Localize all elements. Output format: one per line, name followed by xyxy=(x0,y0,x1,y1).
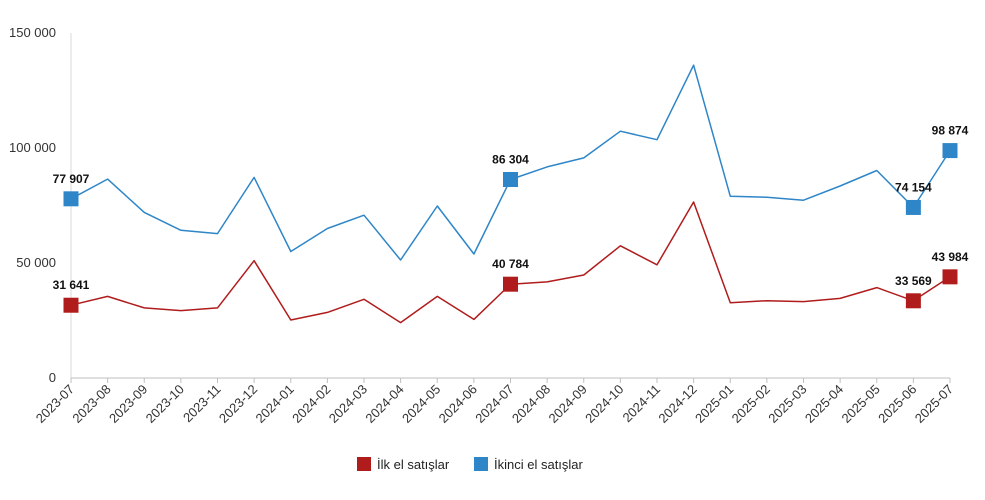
x-tick-label: 2024-08 xyxy=(509,382,553,426)
x-tick-label: 2024-07 xyxy=(472,382,516,426)
series-0-marker xyxy=(503,276,518,292)
legend: İlk el satışlar İkinci el satışlar xyxy=(357,457,584,472)
legend-swatch-1 xyxy=(474,457,488,471)
y-axis: 0 50 000 100 000 150 000 xyxy=(9,25,72,385)
x-tick-label: 2025-03 xyxy=(765,382,809,426)
series-0-marker xyxy=(63,297,79,313)
x-tick-label: 2025-06 xyxy=(875,382,919,426)
series-1-data-label: 74 154 xyxy=(895,180,932,194)
x-tick-label: 2024-12 xyxy=(655,382,699,426)
series-0-data-label: 33 569 xyxy=(895,274,932,288)
legend-label-0: İlk el satışlar xyxy=(377,457,450,472)
x-tick-label: 2023-10 xyxy=(143,382,187,426)
x-tick-label: 2024-02 xyxy=(289,382,333,426)
x-tick-label: 2024-10 xyxy=(582,382,626,426)
series-1-marker xyxy=(905,199,921,215)
series-1-data-label: 86 304 xyxy=(492,153,529,167)
series-1-marker xyxy=(942,143,958,159)
x-tick-label: 2023-09 xyxy=(106,382,150,426)
y-tick-label: 50 000 xyxy=(16,255,56,270)
series-0-data-label: 40 784 xyxy=(492,257,529,271)
x-tick-label: 2023-12 xyxy=(216,382,260,426)
legend-label-1: İkinci el satışlar xyxy=(494,457,584,472)
x-tick-label: 2025-04 xyxy=(802,382,846,426)
series-1-data-label: 77 907 xyxy=(53,172,90,186)
x-tick-label: 2024-06 xyxy=(436,382,480,426)
x-tick-label: 2024-03 xyxy=(326,382,370,426)
x-axis: 2023-072023-082023-092023-102023-112023-… xyxy=(33,377,956,426)
y-tick-label: 100 000 xyxy=(9,140,56,155)
x-tick-label: 2024-01 xyxy=(253,382,297,426)
x-tick-label: 2023-08 xyxy=(69,382,113,426)
y-tick-label: 0 xyxy=(49,370,56,385)
series-0-data-label: 43 984 xyxy=(932,250,969,264)
x-tick-label: 2025-01 xyxy=(692,382,736,426)
y-tick-label: 150 000 xyxy=(9,25,56,40)
x-tick-label: 2024-05 xyxy=(399,382,443,426)
x-tick-label: 2023-07 xyxy=(33,382,77,426)
series-0-marker xyxy=(942,269,958,285)
series-0-data-label: 31 641 xyxy=(53,278,90,292)
x-tick-label: 2023-11 xyxy=(180,382,224,426)
x-tick-label: 2024-04 xyxy=(362,382,406,426)
legend-swatch-0 xyxy=(357,457,371,471)
series-1-data-label: 98 874 xyxy=(932,124,969,138)
x-tick-label: 2024-09 xyxy=(546,382,590,426)
series-layer xyxy=(63,64,958,324)
x-tick-label: 2024-11 xyxy=(619,382,663,426)
series-1-marker xyxy=(503,172,518,188)
series-0-marker xyxy=(905,293,921,309)
x-tick-label: 2025-05 xyxy=(839,382,883,426)
x-tick-label: 2025-02 xyxy=(729,382,773,426)
x-tick-label: 2025-07 xyxy=(912,382,956,426)
series-1-marker xyxy=(63,191,79,207)
